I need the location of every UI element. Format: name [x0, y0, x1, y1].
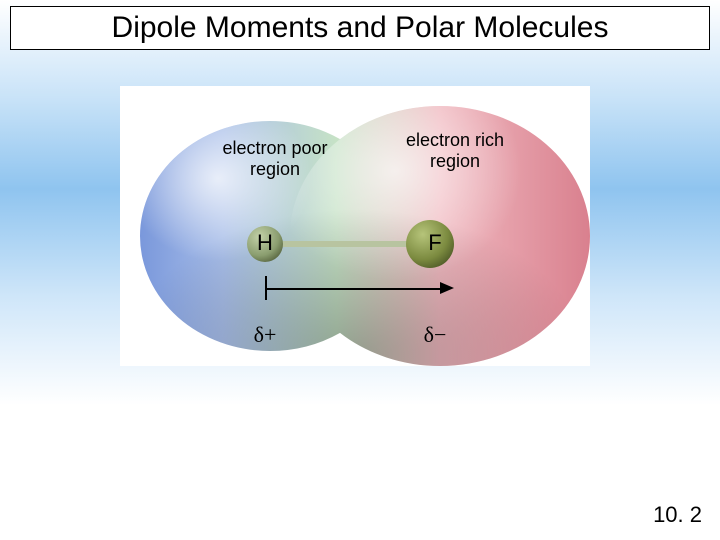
label-electron-rich: electron rich region [380, 130, 530, 171]
title-box: Dipole Moments and Polar Molecules [10, 6, 710, 50]
slide-title: Dipole Moments and Polar Molecules [19, 11, 701, 45]
label-delta-minus: δ− [415, 322, 455, 347]
page-number: 10. 2 [653, 502, 702, 528]
label-electron-poor-l1: electron poor [222, 138, 327, 158]
label-electron-rich-l2: region [430, 151, 480, 171]
dipole-diagram: electron poor region electron rich regio… [120, 86, 590, 366]
label-delta-plus: δ+ [245, 322, 285, 347]
dipole-arrow-shaft [265, 288, 440, 290]
label-atom-h: H [250, 230, 280, 255]
label-atom-f: F [420, 230, 450, 255]
dipole-arrow-tail [265, 276, 267, 300]
label-electron-rich-l1: electron rich [406, 130, 504, 150]
label-electron-poor-l2: region [250, 159, 300, 179]
electron-density-surface [120, 86, 590, 366]
label-electron-poor: electron poor region [200, 138, 350, 179]
dipole-arrow-head [440, 282, 454, 294]
